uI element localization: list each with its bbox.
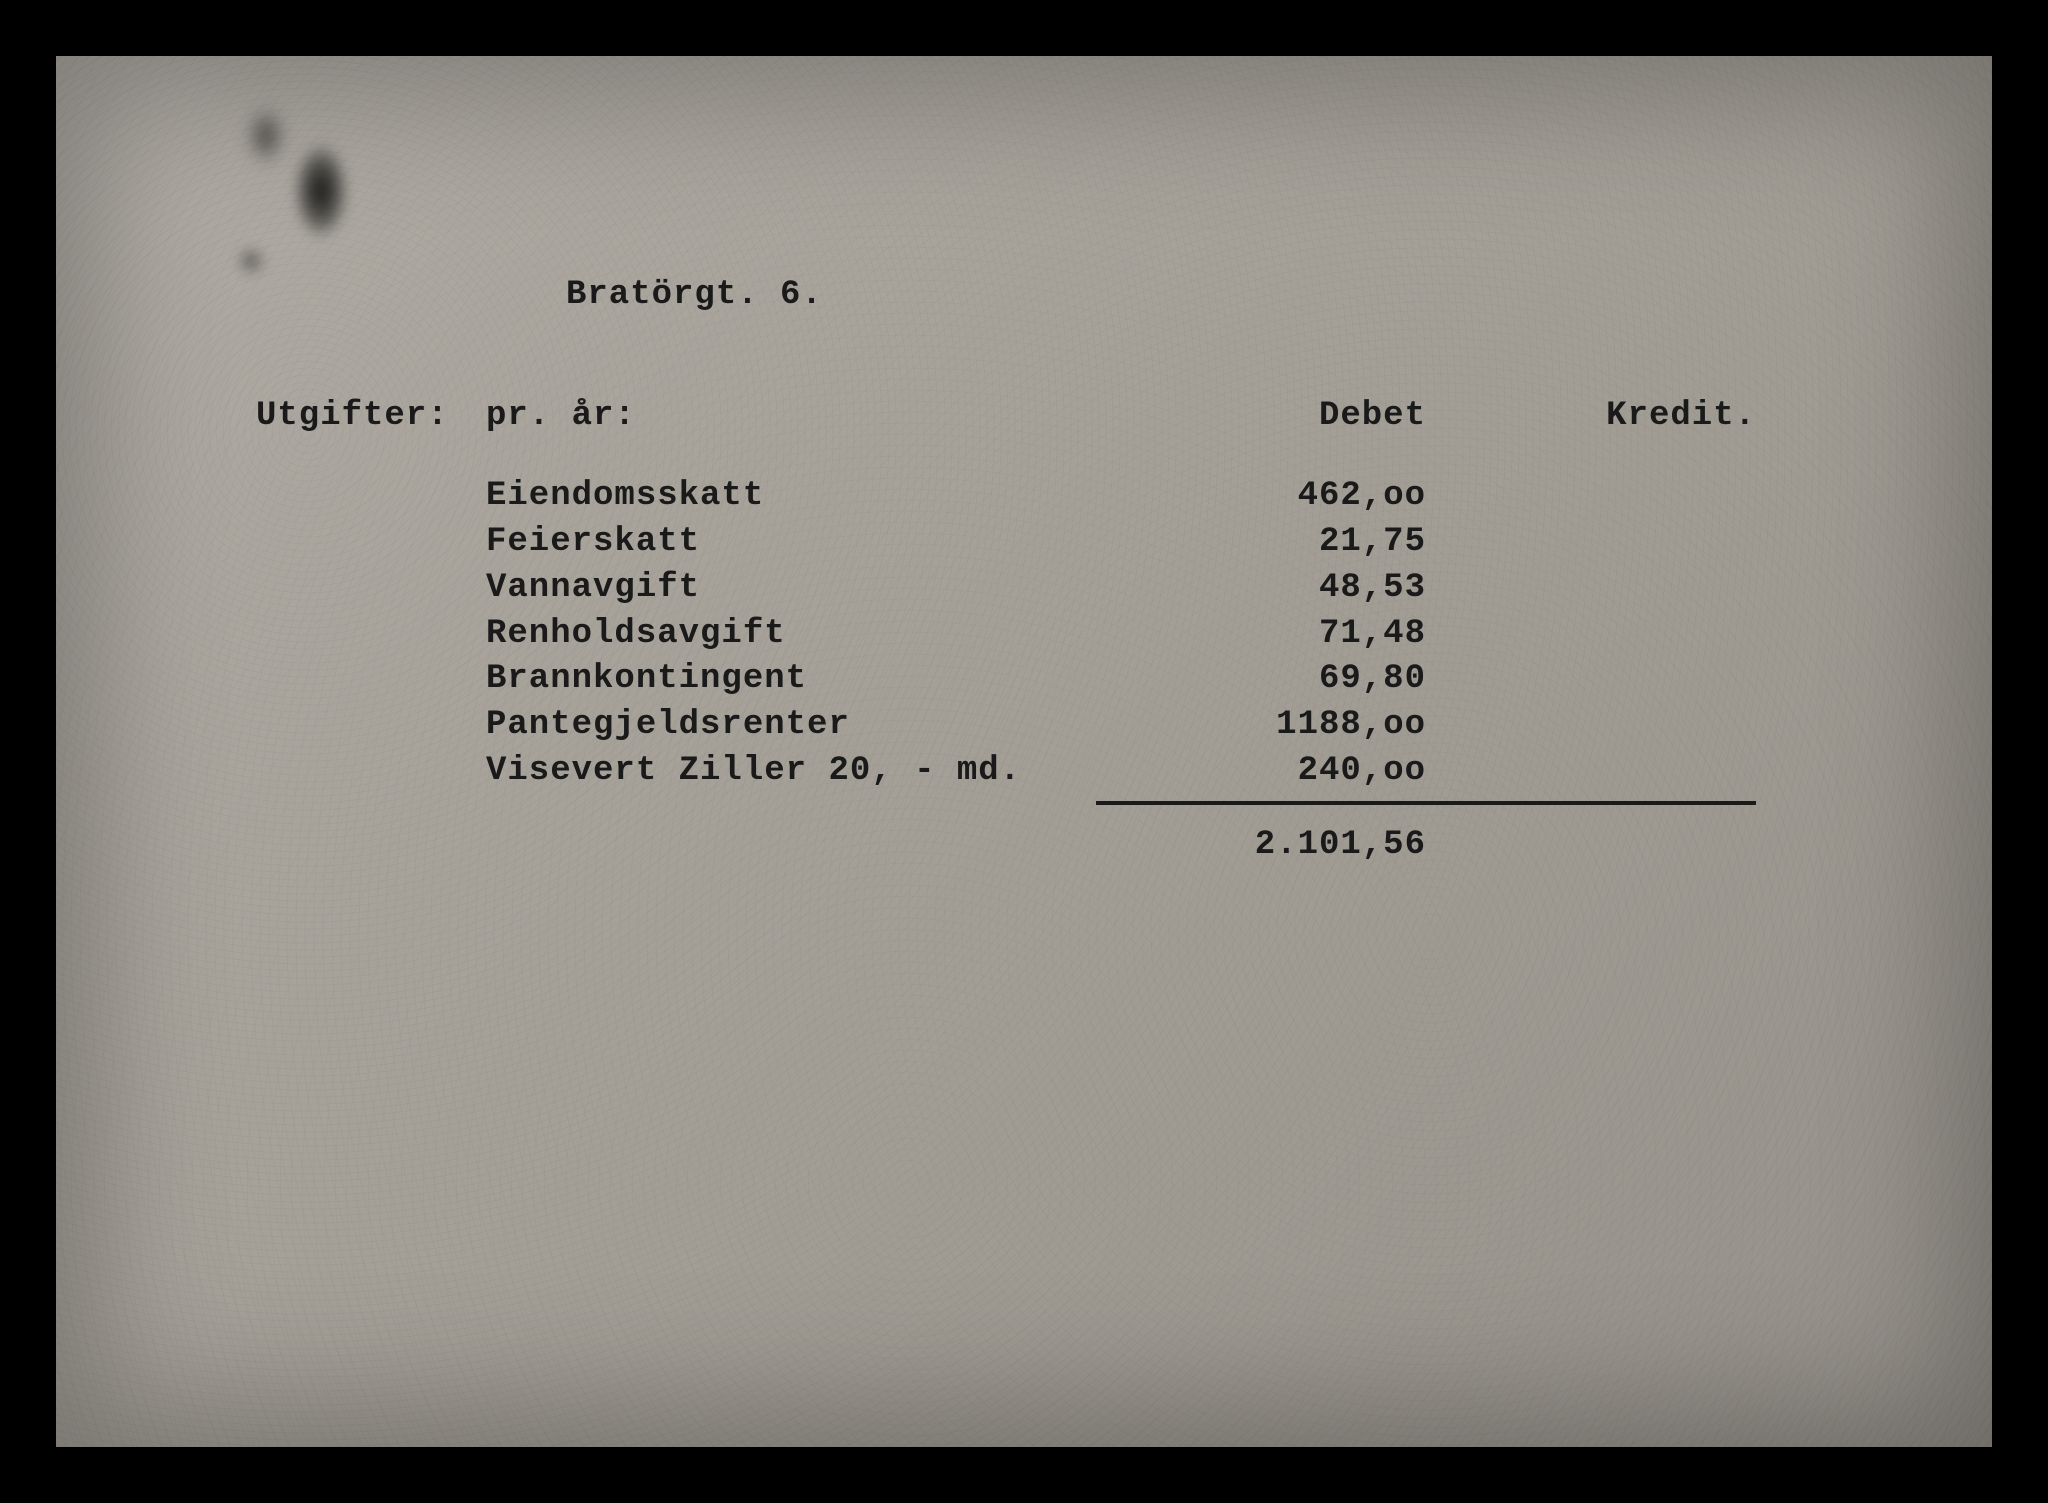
ink-smudge	[236, 246, 266, 276]
header-pr-ar: pr. år:	[486, 394, 1096, 440]
row-kredit	[1426, 474, 1756, 520]
row-spacer	[256, 749, 486, 795]
row-spacer	[256, 474, 486, 520]
total-spacer	[486, 823, 1096, 869]
row-debet: 71,48	[1096, 612, 1426, 658]
row-label: Vannavgift	[486, 566, 1096, 612]
row-debet: 1188,oo	[1096, 703, 1426, 749]
document-title: Bratörgt. 6.	[566, 276, 1872, 314]
row-kredit	[1426, 612, 1756, 658]
row-debet: 21,75	[1096, 520, 1426, 566]
row-debet: 240,oo	[1096, 749, 1426, 795]
table-body: Eiendomsskatt462,ooFeierskatt21,75Vannav…	[256, 474, 1872, 795]
row-label: Visevert Ziller 20, - md.	[486, 749, 1096, 795]
row-spacer	[256, 657, 486, 703]
total-debet: 2.101,56	[1096, 823, 1426, 869]
table-row: Visevert Ziller 20, - md.240,oo	[256, 749, 1872, 795]
row-label: Feierskatt	[486, 520, 1096, 566]
row-label: Renholdsavgift	[486, 612, 1096, 658]
header-utgifter: Utgifter:	[256, 394, 486, 440]
row-kredit	[1426, 520, 1756, 566]
ledger-content: Bratörgt. 6. Utgifter: pr. år: Debet Kre…	[256, 276, 1872, 869]
row-spacer	[256, 520, 486, 566]
row-label: Eiendomsskatt	[486, 474, 1096, 520]
row-label: Pantegjeldsrenter	[486, 703, 1096, 749]
row-debet: 48,53	[1096, 566, 1426, 612]
total-underline	[1096, 801, 1756, 805]
total-kredit	[1426, 823, 1756, 869]
table-row: Brannkontingent69,80	[256, 657, 1872, 703]
row-kredit	[1426, 657, 1756, 703]
document-scan: Bratörgt. 6. Utgifter: pr. år: Debet Kre…	[56, 56, 1992, 1447]
header-debet: Debet	[1096, 394, 1426, 440]
header-kredit: Kredit.	[1426, 394, 1756, 440]
table-row: Eiendomsskatt462,oo	[256, 474, 1872, 520]
table-row: Pantegjeldsrenter1188,oo	[256, 703, 1872, 749]
ink-smudge	[246, 106, 286, 166]
row-spacer	[256, 703, 486, 749]
table-total-row: 2.101,56	[256, 823, 1872, 869]
table-header-row: Utgifter: pr. år: Debet Kredit.	[256, 394, 1872, 440]
row-kredit	[1426, 703, 1756, 749]
row-kredit	[1426, 749, 1756, 795]
row-label: Brannkontingent	[486, 657, 1096, 703]
row-kredit	[1426, 566, 1756, 612]
row-spacer	[256, 612, 486, 658]
table-row: Renholdsavgift71,48	[256, 612, 1872, 658]
row-debet: 69,80	[1096, 657, 1426, 703]
total-spacer	[256, 823, 486, 869]
row-spacer	[256, 566, 486, 612]
table-row: Vannavgift48,53	[256, 566, 1872, 612]
table-row: Feierskatt21,75	[256, 520, 1872, 566]
row-debet: 462,oo	[1096, 474, 1426, 520]
ink-smudge	[276, 116, 366, 266]
